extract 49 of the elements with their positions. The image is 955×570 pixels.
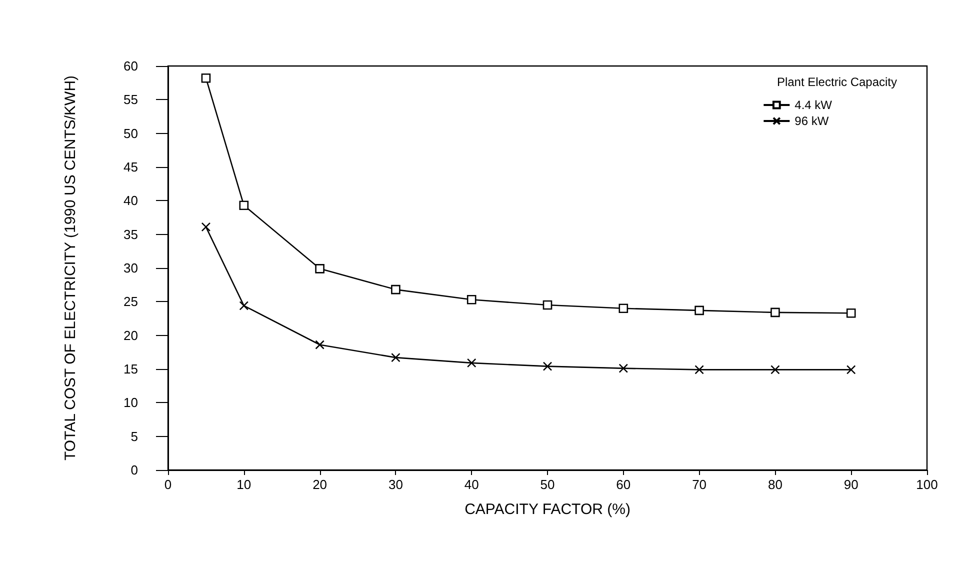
x-tick-label: 50: [540, 477, 555, 492]
point: [239, 200, 249, 210]
x-tick-label: 20: [312, 477, 328, 492]
point: [846, 365, 856, 374]
x-tick-label: 30: [388, 477, 403, 492]
x-tick-label: 80: [768, 477, 782, 492]
y-tick-label: 60: [124, 58, 138, 74]
point: [466, 294, 476, 304]
x-tick-label: 90: [844, 477, 858, 492]
point: [618, 304, 628, 314]
point: [201, 73, 211, 83]
y-tick-label: 55: [124, 92, 138, 108]
y-tick-label: 50: [124, 126, 138, 141]
point: [770, 365, 780, 374]
x-tick-label: 100: [916, 477, 938, 492]
point: [391, 352, 400, 362]
y-axis-title: TOTAL COST OF ELECTRICITY (1990 US CENTS/KWH): [62, 75, 79, 461]
point: [542, 300, 552, 310]
point: [694, 365, 704, 374]
y-tick-label: 10: [124, 395, 138, 410]
legend-label: 4.4 kW: [794, 98, 833, 112]
x-tick-label: 60: [616, 477, 631, 492]
x-tick-label: 0: [164, 477, 172, 492]
x-axis-title: CAPACITY FACTOR (%): [464, 501, 630, 518]
y-tick-label: 30: [124, 260, 138, 276]
point: [315, 340, 324, 350]
point: [315, 264, 324, 274]
legend-label: 96 kW: [794, 114, 830, 128]
point: [694, 306, 704, 316]
point: [239, 301, 249, 310]
x-tick-label: 70: [692, 477, 707, 492]
y-tick-label: 25: [124, 294, 138, 310]
y-tick-label: 20: [124, 328, 138, 343]
y-tick-label: 0: [130, 462, 138, 478]
point: [846, 308, 856, 318]
y-tick-label: 5: [130, 428, 138, 444]
point: [618, 364, 628, 373]
legend-title: Plant Electric Capacity: [776, 75, 897, 89]
x-tick-label: 40: [464, 477, 479, 492]
point: [542, 362, 552, 371]
y-tick-label: 40: [124, 193, 138, 208]
x-tick-label: 10: [236, 477, 252, 492]
y-tick-label: 15: [124, 362, 138, 376]
y-tick-label: 45: [124, 160, 138, 174]
y-tick-label: 35: [124, 226, 138, 242]
point: [201, 222, 211, 232]
point: [391, 284, 400, 294]
point: [770, 308, 780, 318]
point: [466, 358, 476, 368]
